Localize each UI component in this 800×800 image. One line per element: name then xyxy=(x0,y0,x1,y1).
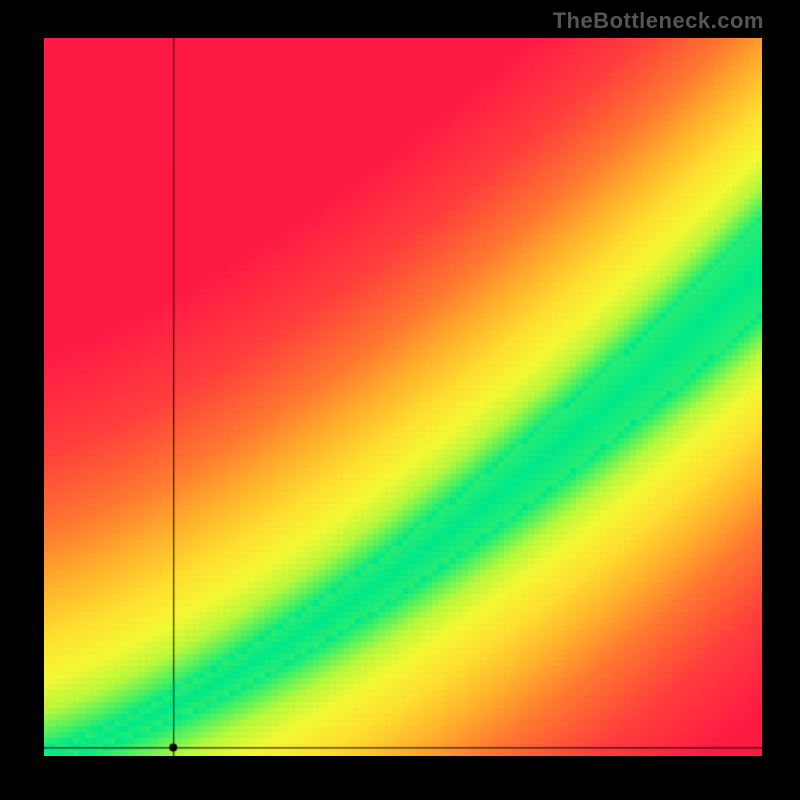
watermark-text: TheBottleneck.com xyxy=(553,8,764,34)
chart-container: TheBottleneck.com xyxy=(0,0,800,800)
heatmap-canvas xyxy=(44,38,762,756)
heatmap-plot xyxy=(44,38,762,756)
